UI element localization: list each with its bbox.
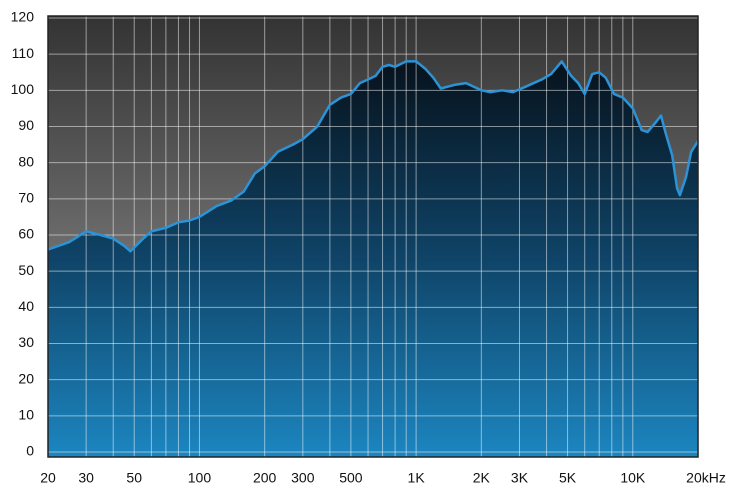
y-tick-label: 80 [18,153,34,169]
y-tick-label: 120 [11,9,35,25]
x-tick-label: 10K [620,470,646,486]
x-tick-label: 3K [511,470,529,486]
y-tick-label: 30 [18,334,34,350]
x-tick-label: 2K [473,470,491,486]
x-tick-label: 20 [40,470,56,486]
y-tick-label: 20 [18,370,34,386]
x-tick-label: 200 [253,470,277,486]
y-tick-label: 60 [18,226,34,242]
area-fill [48,61,698,458]
y-tick-label: 0 [26,443,34,459]
x-tick-label: 50 [126,470,142,486]
y-tick-label: 10 [18,407,34,423]
plot-frame [47,15,699,458]
y-tick-label: 70 [18,190,34,206]
x-tick-label: 30 [78,470,94,486]
y-tick-label: 100 [11,81,35,97]
x-tick-label: 500 [339,470,363,486]
x-tick-label: 1K [408,470,426,486]
x-tick-label: 100 [188,470,212,486]
response-line [47,60,700,253]
y-tick-label: 50 [18,262,34,278]
y-tick-label: 110 [12,45,35,61]
y-tick-label: 90 [18,117,34,133]
x-tick-label: 20kHz [686,470,726,486]
x-tick-label: 5K [559,470,577,486]
y-tick-label: 40 [18,298,34,314]
x-tick-label: 300 [291,470,315,486]
